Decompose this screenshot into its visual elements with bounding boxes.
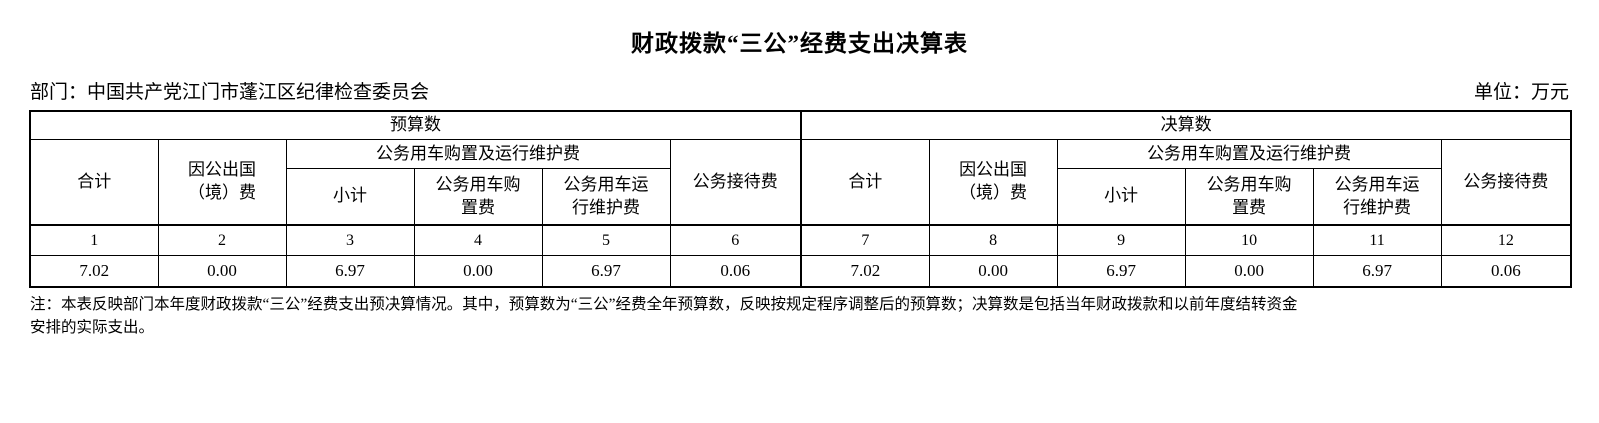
header-budget-abroad: 因公出国 （境）费 xyxy=(157,139,287,226)
header-final-abroad-line1: 因公出国 xyxy=(959,160,1028,180)
header-budget-vehicle-group: 公务用车购置及运行维护费 xyxy=(285,139,671,170)
value-final-vehicle-subtotal: 6.97 xyxy=(1056,255,1186,288)
value-budget-total: 7.02 xyxy=(29,255,159,288)
column-number-10: 10 xyxy=(1184,223,1314,257)
header-budget-reception: 公务接待费 xyxy=(669,139,803,226)
column-number-1: 1 xyxy=(29,223,159,257)
header-budget-abroad-line2: （境）费 xyxy=(188,183,256,203)
column-number-3: 3 xyxy=(285,223,415,257)
section-header-budget: 预算数 xyxy=(29,110,803,141)
column-number-4: 4 xyxy=(413,223,543,257)
value-budget-abroad: 0.00 xyxy=(157,255,287,288)
header-final-vehicle-purchase-line2: 置费 xyxy=(1232,197,1267,217)
table-row: 7.02 0.00 6.97 0.00 6.97 0.06 7.02 0.00 … xyxy=(29,255,1572,288)
value-budget-vehicle-purchase: 0.00 xyxy=(413,255,543,288)
column-number-7: 7 xyxy=(800,223,930,257)
header-budget-abroad-line1: 因公出国 xyxy=(188,160,256,180)
header-budget-vehicle-purchase-line2: 置费 xyxy=(461,197,495,217)
column-number-6: 6 xyxy=(669,223,803,257)
header-budget-vehicle-operation-line1: 公务用车运 xyxy=(563,174,649,194)
value-final-reception: 0.06 xyxy=(1440,255,1572,288)
value-final-vehicle-purchase: 0.00 xyxy=(1184,255,1314,288)
header-final-abroad-line2: （境）费 xyxy=(959,183,1028,203)
meta-row: 部门：中国共产党江门市蓬江区纪律检查委员会 单位：万元 xyxy=(0,58,1599,111)
header-final-vehicle-purchase-line1: 公务用车购 xyxy=(1206,174,1292,194)
column-number-8: 8 xyxy=(928,223,1058,257)
footnote-line-2: 安排的实际支出。 xyxy=(30,319,155,337)
header-final-reception: 公务接待费 xyxy=(1440,139,1572,226)
header-final-vehicle-group: 公务用车购置及运行维护费 xyxy=(1056,139,1442,170)
page-title: 财政拨款“三公”经费支出决算表 xyxy=(631,31,968,56)
value-final-vehicle-operation: 6.97 xyxy=(1312,255,1442,288)
header-final-vehicle-operation-line1: 公务用车运 xyxy=(1334,174,1420,194)
column-number-11: 11 xyxy=(1312,223,1442,257)
header-budget-vehicle-operation: 公务用车运 行维护费 xyxy=(541,168,671,226)
section-header-row: 预算数 决算数 xyxy=(29,110,1572,141)
header-budget-total: 合计 xyxy=(29,139,159,226)
column-number-9: 9 xyxy=(1056,223,1186,257)
value-budget-vehicle-operation: 6.97 xyxy=(541,255,671,288)
header-final-total: 合计 xyxy=(800,139,930,226)
header-budget-vehicle-subtotal: 小计 xyxy=(285,168,415,226)
column-number-2: 2 xyxy=(157,223,287,257)
header-final-vehicle-subtotal: 小计 xyxy=(1056,168,1186,226)
header-final-abroad: 因公出国 （境）费 xyxy=(928,139,1058,226)
value-final-total: 7.02 xyxy=(800,255,930,288)
header-budget-vehicle-purchase: 公务用车购 置费 xyxy=(413,168,543,226)
column-number-5: 5 xyxy=(541,223,671,257)
leaf-header-row: 小计 公务用车购 置费 公务用车运 行维护费 小计 公务用车购 置费 公务用车运… xyxy=(30,168,1571,226)
header-final-vehicle-purchase: 公务用车购 置费 xyxy=(1184,168,1314,226)
value-final-abroad: 0.00 xyxy=(928,255,1058,288)
three-public-expenses-table: 预算数 决算数 合计 因公出国 （境）费 公务用车购置及运行维护费 公务接待费 … xyxy=(29,110,1573,288)
department-label: 部门：中国共产党江门市蓬江区纪律检查委员会 xyxy=(30,81,430,103)
section-header-final: 决算数 xyxy=(800,110,1572,141)
table-footnote: 注：本表反映部门本年度财政拨款“三公”经费支出预决算情况。其中，预算数为“三公”… xyxy=(0,288,1599,340)
header-budget-vehicle-operation-line2: 行维护费 xyxy=(572,197,640,217)
table-container: 预算数 决算数 合计 因公出国 （境）费 公务用车购置及运行维护费 公务接待费 … xyxy=(0,110,1599,288)
column-number-row: 1 2 3 4 5 6 7 8 9 10 11 12 xyxy=(29,223,1572,257)
header-final-vehicle-operation-line2: 行维护费 xyxy=(1343,197,1412,217)
column-number-12: 12 xyxy=(1440,223,1572,257)
group-header-row: 合计 因公出国 （境）费 公务用车购置及运行维护费 公务接待费 合计 因公出国 … xyxy=(29,139,1572,226)
value-budget-vehicle-subtotal: 6.97 xyxy=(285,255,415,288)
header-final-vehicle-operation: 公务用车运 行维护费 xyxy=(1312,168,1442,226)
unit-label: 单位：万元 xyxy=(1473,81,1569,103)
value-budget-reception: 0.06 xyxy=(669,255,803,288)
header-budget-vehicle-purchase-line1: 公务用车购 xyxy=(435,174,521,194)
footnote-line-1: 注：本表反映部门本年度财政拨款“三公”经费支出预决算情况。其中，预算数为“三公”… xyxy=(30,295,1298,313)
